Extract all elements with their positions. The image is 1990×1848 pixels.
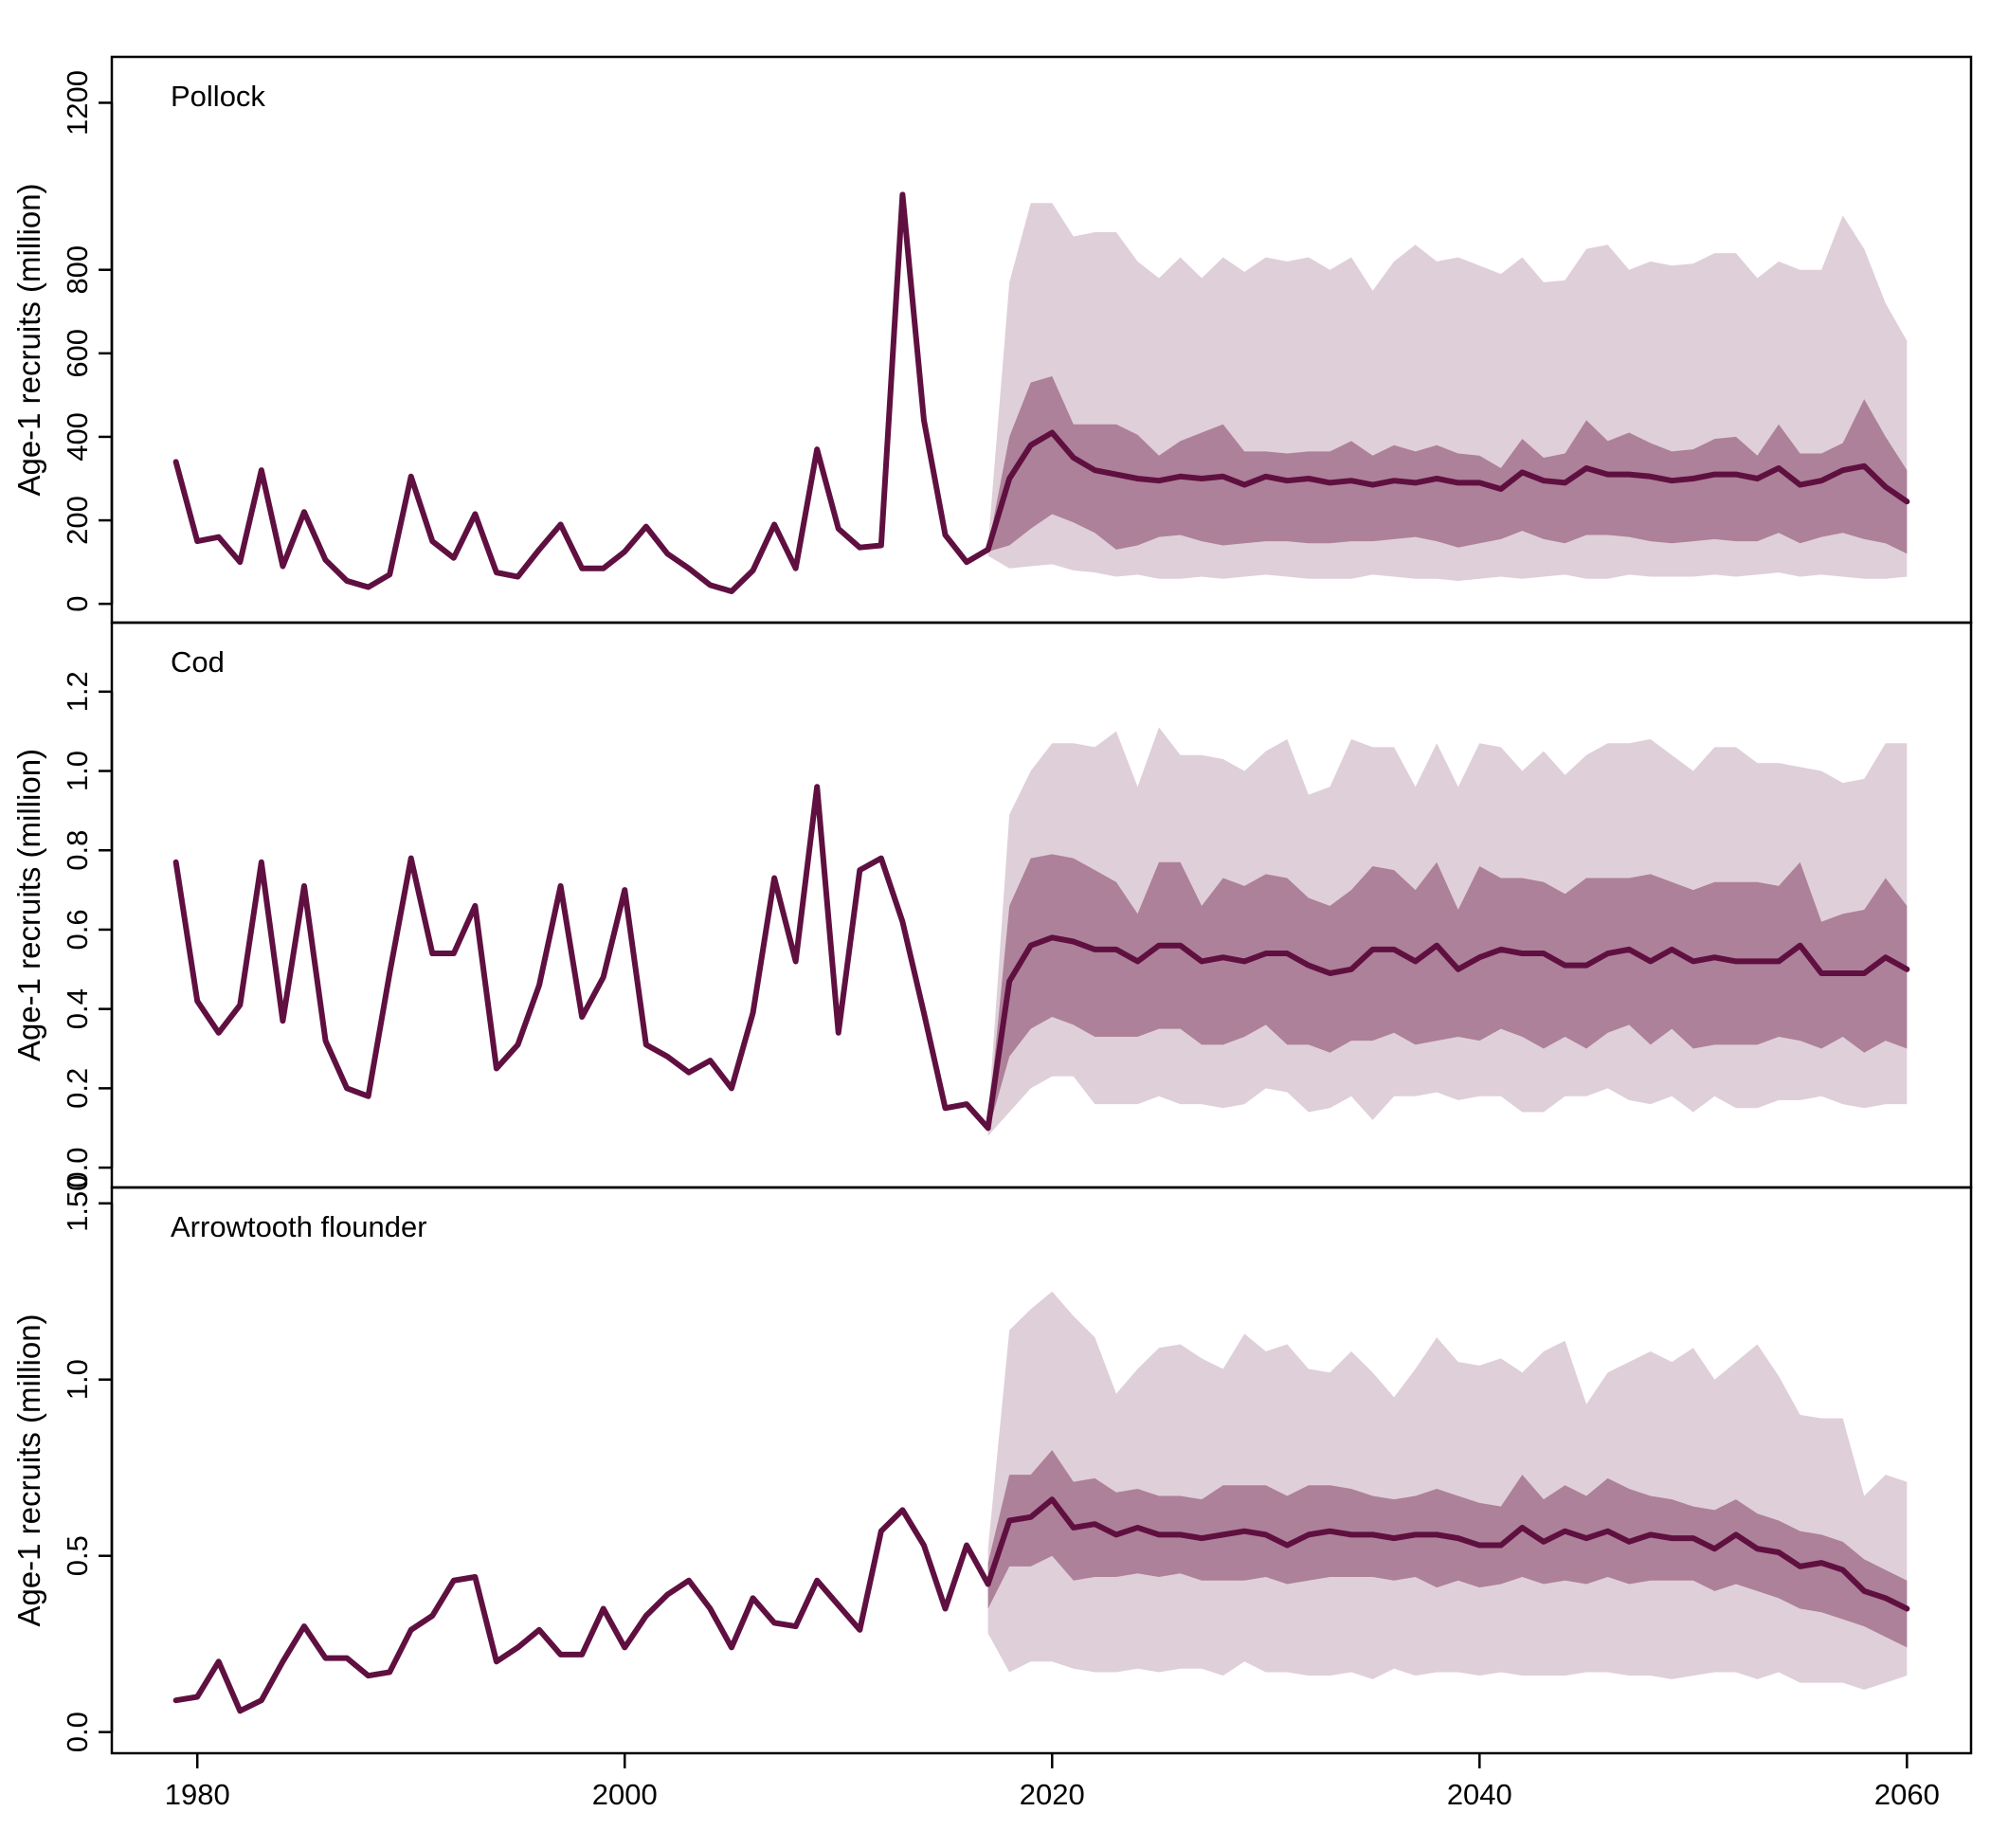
y-tick-label: 1200 <box>61 70 94 136</box>
y-tick-label: 1.2 <box>61 671 94 712</box>
y-axis: 0.0 0.2 0.4 0.6 0.8 1.0 1.2 <box>61 671 114 1188</box>
y-tick-label: 1.50 <box>61 1175 94 1232</box>
y-tick-label: 400 <box>61 412 94 462</box>
y-tick-label: 800 <box>61 245 94 295</box>
y-tick-label: 0.2 <box>61 1068 94 1109</box>
x-tick-label: 2040 <box>1447 1778 1512 1811</box>
y-tick-label: 0.8 <box>61 830 94 871</box>
y-axis-title: Age-1 recruits (million) <box>11 749 46 1061</box>
projection-band-outer <box>987 1291 1908 1691</box>
y-tick-label: 1.0 <box>61 751 94 791</box>
y-axis: 0 200 400 600 800 1200 <box>61 70 114 612</box>
y-axis: 0.0 0.5 1.0 1.50 <box>61 1175 114 1752</box>
panel-title: Arrowtooth flounder <box>171 1210 427 1243</box>
x-axis: 1980 2000 2020 2040 2060 <box>165 1753 1940 1811</box>
panel-cod: 0.0 0.2 0.4 0.6 0.8 1.0 1.2 Age-1 recruits (mil… <box>11 621 1973 1189</box>
panel-title: Cod <box>171 645 225 679</box>
y-axis-title: Age-1 recruits (million) <box>11 183 46 496</box>
panel-arrowtooth-flounder: 0.0 0.5 1.0 1.50 Age-1 recruits (million) Arr… <box>11 1175 1973 1755</box>
plot-area <box>172 727 1910 1136</box>
plot-area <box>172 191 1910 594</box>
y-tick-label: 0.6 <box>61 909 94 950</box>
projection-band-inner <box>987 1450 1908 1648</box>
y-axis-title: Age-1 recruits (million) <box>11 1314 46 1626</box>
y-tick-label: 0.5 <box>61 1535 94 1576</box>
y-tick-label: 600 <box>61 329 94 378</box>
x-tick-label: 2000 <box>592 1778 658 1811</box>
y-tick-label: 1.0 <box>61 1359 94 1400</box>
x-tick-label: 1980 <box>165 1778 230 1811</box>
y-tick-label: 0.4 <box>61 988 94 1029</box>
chart-panels: 0 200 400 600 800 1200 Age-1 recruits (million… <box>11 55 1973 1755</box>
projection-band-inner <box>987 376 1908 554</box>
projected-median-line <box>985 934 1910 1132</box>
y-tick-label: 0 <box>61 596 94 612</box>
projected-median-line <box>985 429 1910 553</box>
panel-title: Pollock <box>171 80 265 113</box>
historical-series-line <box>172 191 991 594</box>
historical-series-line <box>172 1507 991 1714</box>
panel-pollock: 0 200 400 600 800 1200 Age-1 recruits (million… <box>11 55 1973 625</box>
y-tick-label: 0.0 <box>61 1148 94 1188</box>
x-tick-label: 2020 <box>1020 1778 1085 1811</box>
projection-band-inner <box>987 854 1908 1132</box>
y-tick-label: 0.0 <box>61 1712 94 1752</box>
x-tick-label: 2060 <box>1874 1778 1940 1811</box>
historical-series-line <box>172 784 991 1132</box>
y-tick-label: 200 <box>61 496 94 545</box>
projected-median-line <box>985 1496 1910 1612</box>
plot-area <box>172 1291 1910 1714</box>
